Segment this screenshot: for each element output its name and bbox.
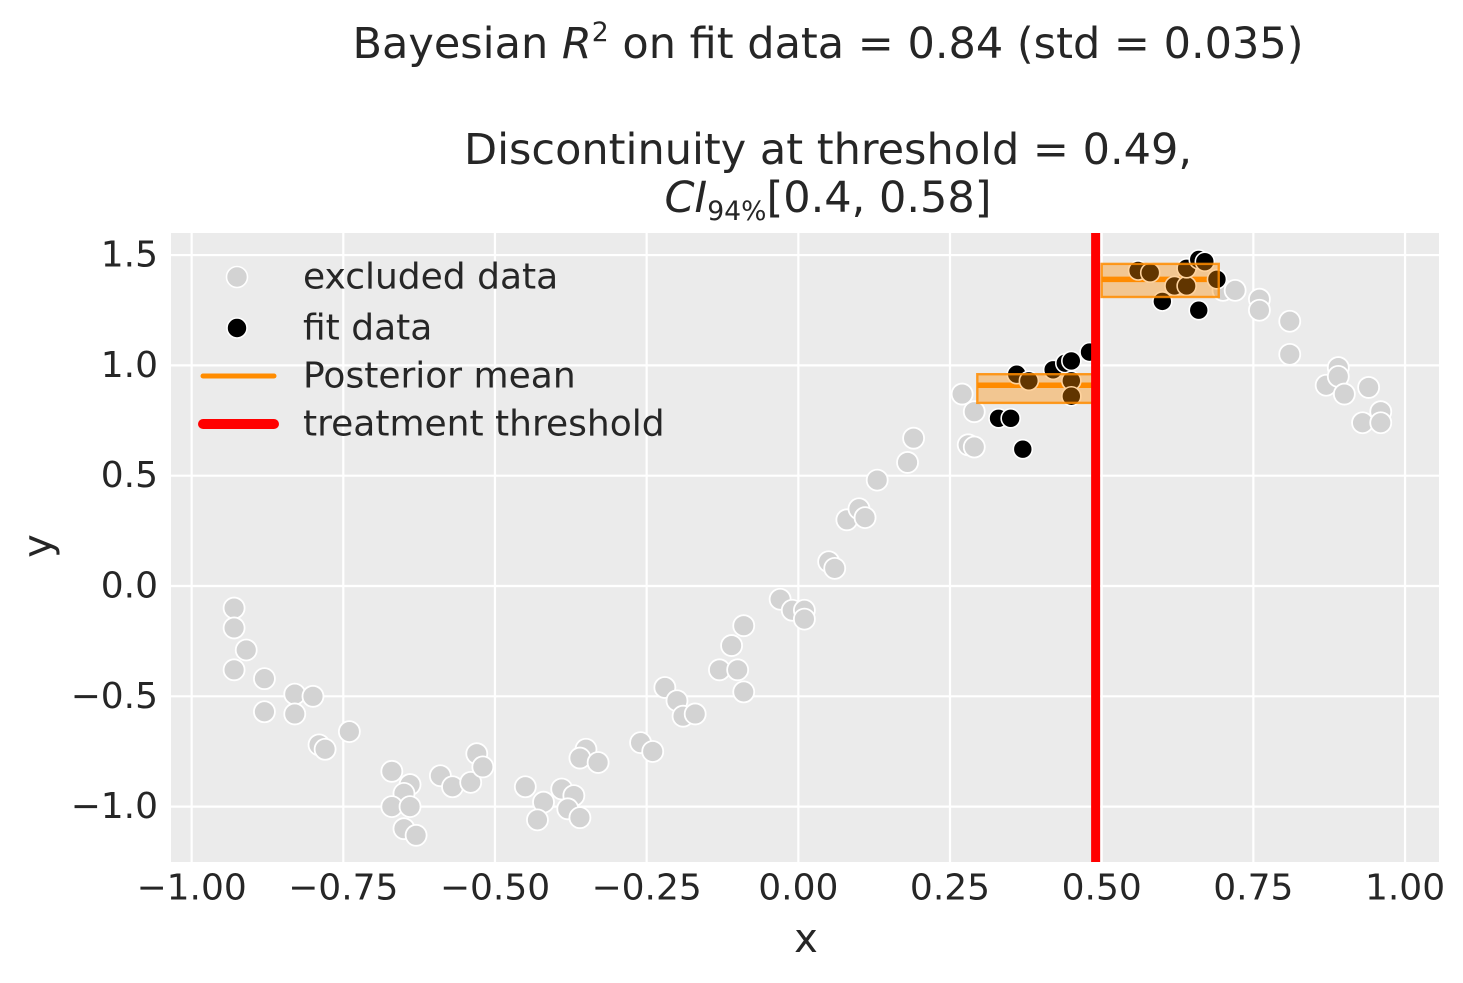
excluded-data-point [641, 740, 665, 763]
excluded-data-point [404, 823, 428, 847]
excluded-data-point [301, 684, 325, 708]
excluded-data-point [732, 680, 756, 704]
x-tick-label: 0.50 [1062, 868, 1142, 909]
excluded-data-point [253, 667, 276, 691]
legend-label-treatment-threshold: treatment threshold [303, 404, 665, 445]
excluded-data-point [380, 759, 404, 783]
fit-data-point [1061, 385, 1082, 407]
excluded-data-point [792, 607, 816, 631]
excluded-data-point [962, 400, 986, 424]
excluded-data-point [1278, 309, 1302, 333]
y-axis-label: y [15, 534, 61, 558]
x-tick-label: 0.75 [1213, 868, 1293, 909]
excluded-data-point [526, 808, 549, 832]
excluded-data-point [283, 702, 307, 726]
title-segment: R [561, 19, 592, 69]
title-segment: 94% [707, 195, 767, 227]
legend-label-Posterior-mean: Posterior mean [303, 356, 576, 397]
excluded-data-point [1248, 298, 1271, 322]
x-tick-label: 1.00 [1365, 868, 1445, 909]
y-tick-label: 1.5 [101, 235, 158, 276]
excluded-data-point [902, 426, 925, 450]
excluded-data-point [513, 775, 537, 799]
excluded-data-point [313, 737, 337, 761]
plot-area [171, 233, 1439, 862]
y-tick-label: 0.0 [101, 565, 158, 606]
excluded-data-point [962, 435, 986, 459]
excluded-data-point [732, 614, 756, 638]
excluded-data-point [896, 451, 919, 474]
x-tick-label: −0.75 [288, 868, 398, 909]
fit-data-point [1000, 408, 1021, 429]
excluded-data-point [568, 806, 592, 830]
excluded-data-point [1278, 342, 1302, 366]
axes-title-line2: CI94%[0.4, 0.58] [464, 173, 1192, 226]
x-tick-label: −0.50 [440, 868, 550, 909]
legend-marker-excluded-data [225, 265, 249, 289]
axes-title-line1: Discontinuity at threshold = 0.49, [464, 126, 1192, 174]
legend-label-fit-data: fit data [303, 308, 432, 349]
legend-label-excluded-data: excluded data [303, 257, 558, 298]
excluded-data-point [234, 638, 258, 662]
excluded-data-point [720, 634, 743, 657]
excluded-data-point [726, 658, 750, 682]
fit-data-point [1206, 269, 1228, 290]
x-axis-label: x [794, 916, 818, 962]
title-segment: 2 [591, 17, 609, 49]
excluded-data-point [1357, 376, 1381, 399]
excluded-data-point [337, 720, 361, 744]
credible-interval-band [1100, 262, 1220, 299]
excluded-data-point [950, 382, 974, 406]
excluded-data-point [683, 702, 707, 726]
excluded-data-point [1332, 382, 1356, 406]
title-segment: [0.4, 0.58] [766, 173, 992, 224]
excluded-data-point [222, 658, 246, 682]
excluded-data-point [253, 700, 276, 724]
y-tick-label: 1.0 [101, 345, 158, 386]
excluded-data-point [222, 596, 246, 620]
fit-data-point [1194, 251, 1216, 272]
axes-title: Discontinuity at threshold = 0.49, CI94%… [464, 126, 1192, 226]
title-segment: Discontinuity at threshold = 0.49, [463, 125, 1193, 175]
excluded-data-point [459, 770, 483, 794]
y-tick-label: 0.5 [101, 455, 158, 496]
excluded-data-point [222, 616, 246, 640]
y-tick-label: −1.0 [71, 786, 158, 827]
title-segment: CI [664, 173, 708, 224]
figure-title: Bayesian R2 on fit data = 0.84 (std = 0.… [352, 19, 1304, 69]
fit-data-point [1188, 299, 1210, 321]
y-tick-label: −0.5 [71, 676, 158, 717]
title-segment: on fit data = 0.84 (std = 0.035) [608, 19, 1304, 69]
x-tick-label: −1.00 [136, 868, 246, 909]
title-segment: Bayesian [352, 19, 562, 69]
fit-data-point [1061, 350, 1082, 372]
x-tick-label: 0.25 [910, 868, 990, 909]
legend-marker-fit-data [226, 317, 248, 339]
x-tick-label: 0.00 [758, 868, 838, 909]
excluded-data-point [398, 795, 422, 819]
fit-data-point [1018, 370, 1040, 392]
excluded-data-point [865, 468, 889, 492]
excluded-data-point [586, 751, 610, 774]
excluded-data-point [471, 755, 495, 779]
excluded-data-point [1369, 411, 1393, 435]
excluded-data-point [823, 556, 847, 580]
excluded-data-point [1223, 278, 1247, 302]
x-tick-label: −0.25 [591, 868, 701, 909]
fit-data-point [1012, 438, 1034, 460]
credible-interval-band [976, 372, 1097, 405]
excluded-data-point [853, 506, 877, 530]
